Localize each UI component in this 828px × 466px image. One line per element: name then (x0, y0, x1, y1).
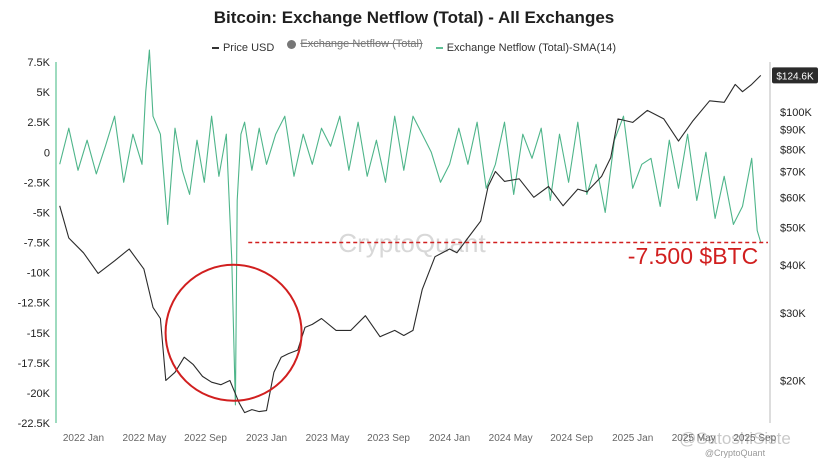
left-tick-label: -20K (27, 388, 51, 400)
legend-swatch-sma (435, 46, 443, 49)
x-tick-label: 2023 Sep (367, 433, 410, 444)
right-tick-label: $30K (780, 308, 806, 320)
legend-label-netflow: Exchange Netflow (Total) (300, 38, 423, 50)
left-tick-label: -12.5K (18, 298, 51, 310)
left-tick-label: 5K (37, 87, 51, 99)
x-tick-label: 2024 May (489, 433, 533, 444)
x-tick-label: 2023 May (306, 433, 350, 444)
left-tick-label: -10K (27, 268, 51, 280)
handle-text: @SatoshiSiste (679, 429, 791, 448)
series-layer (59, 49, 762, 414)
legend-item-price[interactable]: Price USD (211, 41, 275, 54)
right-axis: $100K $90K $80K $70K $60K $50K $40K $30K $20K (769, 62, 812, 423)
x-axis: 2022 Jan 2022 May 2022 Sep 2023 Jan 2023 May… (63, 433, 777, 444)
right-tick-label: $100K (780, 107, 812, 119)
legend-label-sma: Exchange Netflow (Total)-SMA(14) (446, 41, 617, 54)
highlight-circle (164, 263, 303, 402)
legend-item-netflow[interactable]: Exchange Netflow (Total) (287, 38, 423, 50)
legend: Price USD Exchange Netflow (Total) Excha… (0, 38, 828, 54)
x-tick-label: 2022 Jan (63, 433, 104, 444)
right-tick-label: $90K (780, 125, 806, 137)
right-tick-label: $60K (780, 192, 806, 204)
left-tick-label: -2.5K (24, 177, 51, 189)
left-tick-label: 2.5K (27, 117, 50, 129)
right-tick-label: $20K (780, 375, 806, 387)
x-tick-label: 2023 Jan (246, 433, 287, 444)
overlay-layer: -7.500 $BTC $124.6K (164, 67, 818, 402)
left-tick-label: -7.5K (24, 238, 51, 250)
annotation-text: -7.500 $BTC (628, 243, 758, 269)
price-series-line (59, 75, 762, 414)
credit-text: @CryptoQuant (705, 448, 766, 458)
sma-series-line (59, 49, 762, 406)
x-tick-label: 2024 Sep (550, 433, 593, 444)
x-tick-label: 2025 Sep (733, 433, 776, 444)
chart-title: Bitcoin: Exchange Netflow (Total) - All … (213, 8, 615, 27)
legend-label-price: Price USD (222, 41, 275, 54)
x-tick-label: 2025 Jan (612, 433, 653, 444)
left-tick-label: -22.5K (18, 418, 51, 430)
right-tick-label: $40K (780, 260, 806, 272)
x-tick-label: 2025 May (672, 433, 716, 444)
right-tick-label: $80K (780, 144, 806, 156)
x-tick-label: 2022 Sep (184, 433, 227, 444)
left-tick-label: 7.5K (27, 57, 50, 69)
legend-item-sma[interactable]: Exchange Netflow (Total)-SMA(14) (435, 41, 617, 54)
x-tick-label: 2022 May (123, 433, 167, 444)
left-tick-label: -17.5K (18, 358, 51, 370)
left-axis: 7.5K 5K 2.5K 0 -2.5K -5K -7.5K -10K -12.5K -15K -1… (18, 57, 57, 430)
legend-swatch-price (211, 46, 219, 49)
last-price-label: $124.6K (776, 71, 814, 82)
last-price-box (772, 67, 818, 84)
legend-swatch-netflow (287, 39, 297, 49)
right-tick-label: $70K (780, 167, 806, 179)
left-tick-label: 0 (44, 147, 50, 159)
right-tick-label: $50K (780, 223, 806, 235)
left-tick-label: -15K (27, 328, 51, 340)
left-tick-label: -5K (33, 207, 51, 219)
x-tick-label: 2024 Jan (429, 433, 470, 444)
